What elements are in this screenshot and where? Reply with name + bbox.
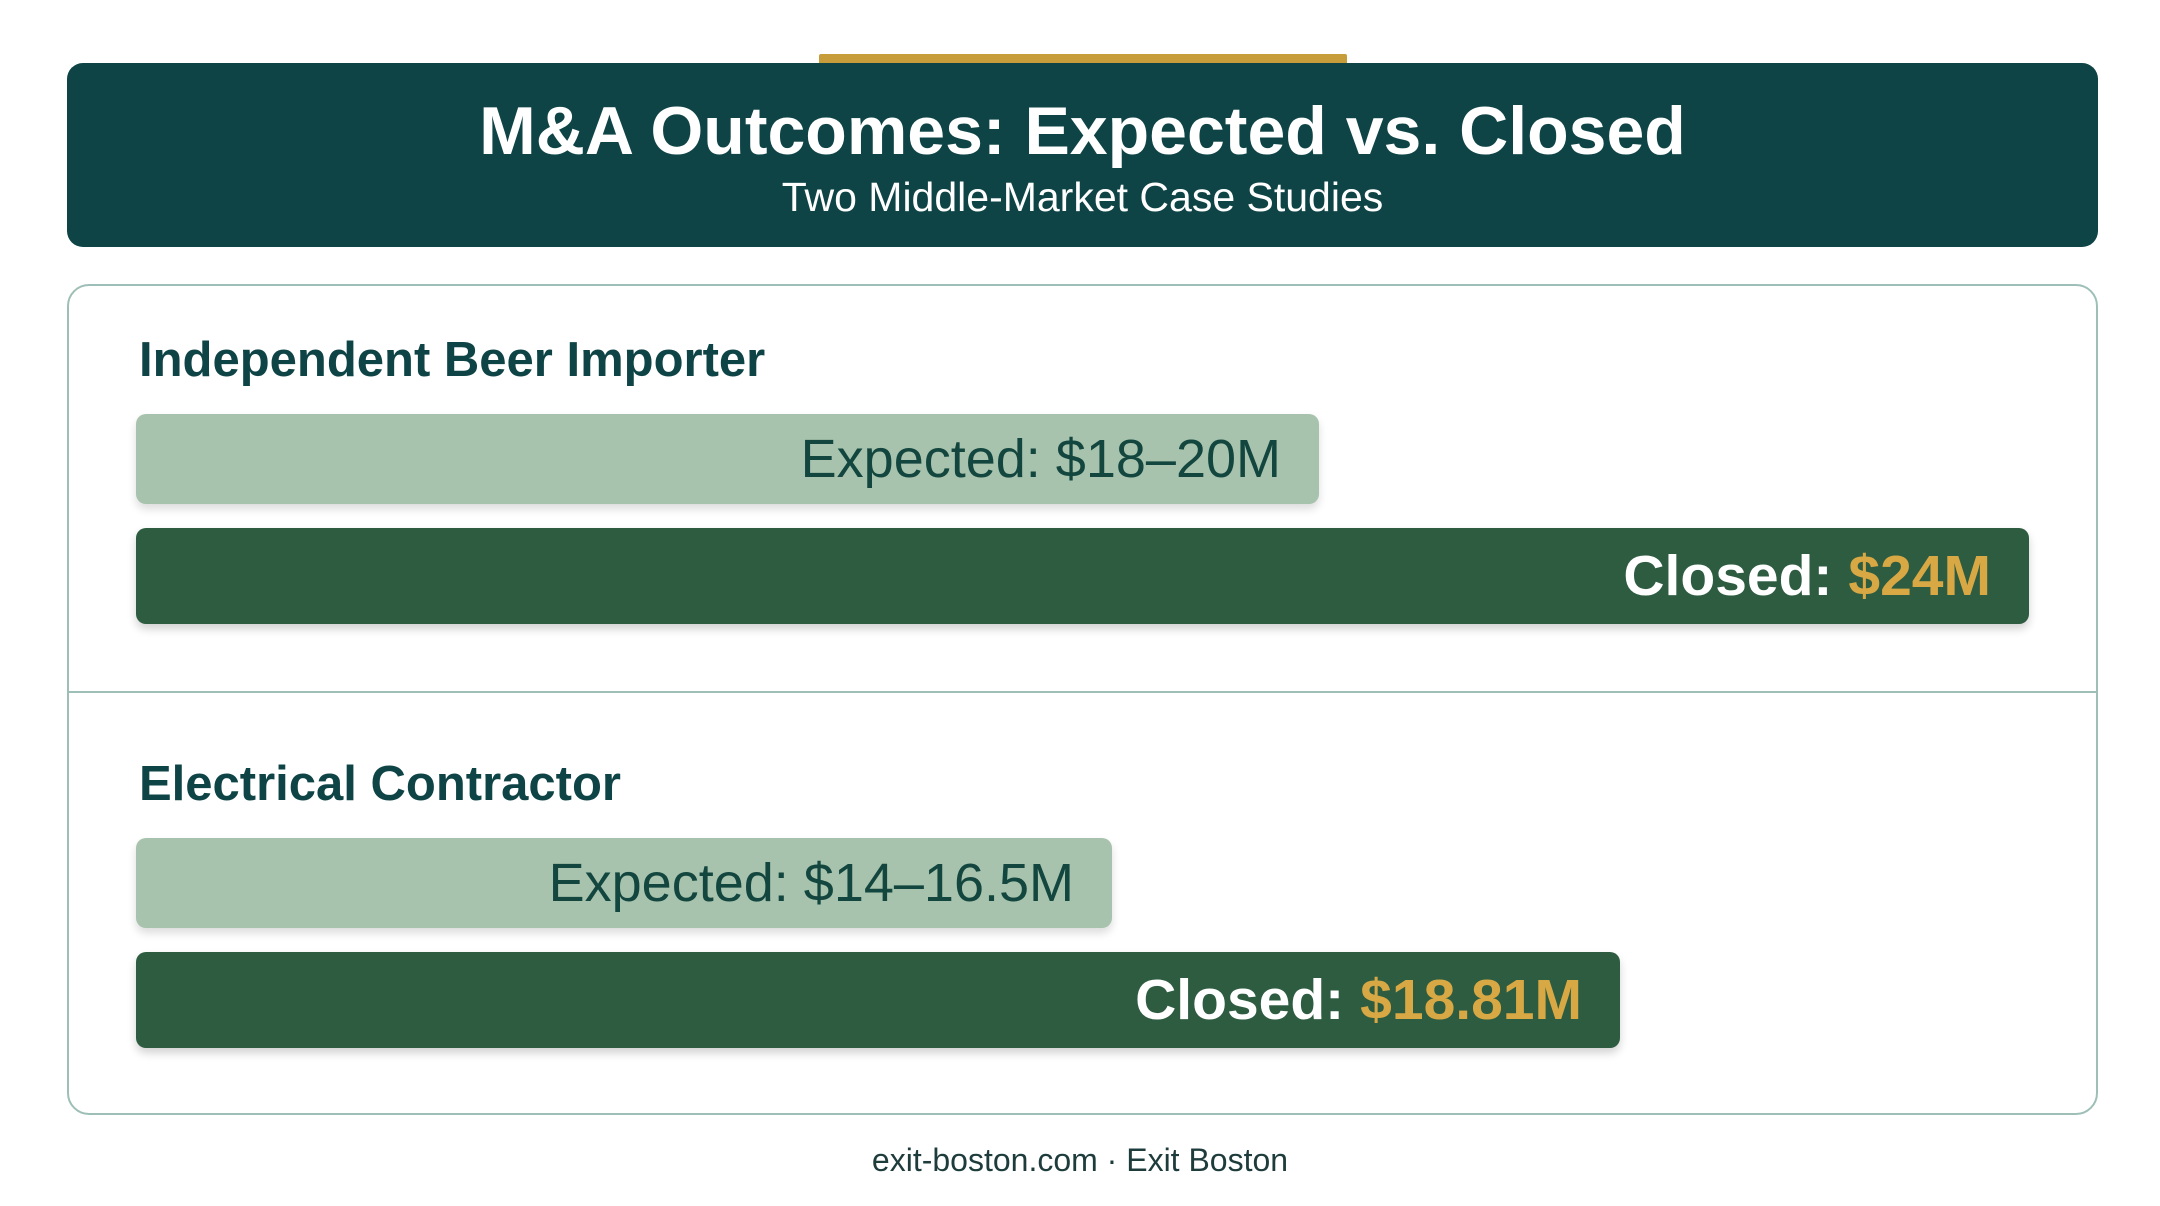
case-divider: [67, 691, 2098, 693]
expected-label-electrical-contractor: Expected: $14–16.5M: [548, 853, 1074, 913]
header-banner: M&A Outcomes: Expected vs. Closed Two Mi…: [67, 63, 2098, 247]
closed-value-electrical-contractor: $18.81M: [1360, 968, 1582, 1032]
closed-value-beer-importer: $24M: [1848, 544, 1991, 608]
case-title-electrical-contractor: Electrical Contractor: [139, 757, 621, 811]
footer-source: exit-boston.com · Exit Boston: [871, 1142, 1289, 1178]
closed-label-beer-importer: Closed:: [1623, 544, 1833, 608]
case-title-beer-importer: Independent Beer Importer: [139, 333, 766, 387]
page-title: M&A Outcomes: Expected vs. Closed: [479, 93, 1686, 169]
page-subtitle: Two Middle-Market Case Studies: [781, 174, 1384, 220]
closed-bar-beer-importer: Closed: $24M: [136, 528, 2029, 624]
closed-label-electrical-contractor: Closed:: [1135, 968, 1345, 1032]
expected-label-beer-importer: Expected: $18–20M: [800, 429, 1281, 489]
closed-bar-electrical-contractor: Closed: $18.81M: [136, 952, 1620, 1048]
expected-bar-beer-importer: Expected: $18–20M: [136, 414, 1319, 504]
expected-bar-electrical-contractor: Expected: $14–16.5M: [136, 838, 1112, 928]
